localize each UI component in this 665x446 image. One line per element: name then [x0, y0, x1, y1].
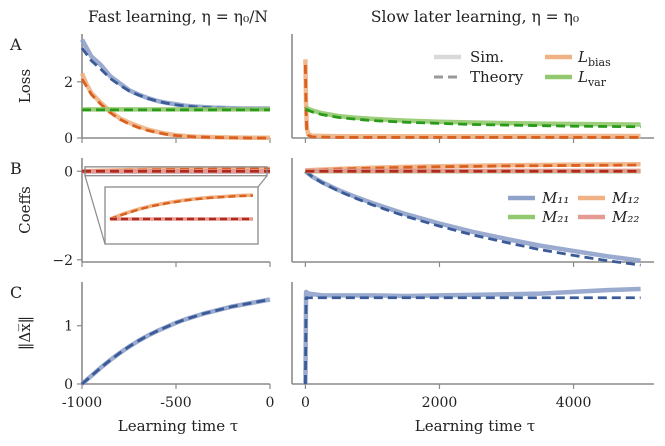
y-tick-label-c-left-0: 0 [64, 377, 73, 393]
x-axis-label-left: Learning time τ [118, 417, 238, 435]
panel-letter-c: C [10, 283, 22, 302]
series-c-left-sim-sim [80, 297, 271, 386]
series-a-right-l-bias-theory [304, 64, 641, 139]
y-tick-label-c-left-1: 1 [64, 319, 73, 335]
x-tick-label-c-right-1: 2000 [422, 395, 458, 411]
series-a-right-l-var-theory [304, 108, 641, 129]
y-tick-label-a-left-0: 0 [64, 131, 73, 147]
legend-label-theory: Theory [470, 68, 524, 86]
legend-label-m12: M₁₂ [611, 189, 639, 207]
legend-label-sim: Sim. [470, 48, 504, 66]
series-a-left-l-bias-theory [80, 78, 270, 140]
x-tick-label-c-right-0: 0 [301, 395, 310, 411]
series-a-left-sim-sim [80, 38, 270, 111]
x-tick-label-c-right-2: 4000 [556, 395, 592, 411]
inset-source-box [84, 166, 268, 177]
y-axis-label-b-left: Coeffs [16, 186, 34, 234]
series-c-left-theory-theory [81, 298, 271, 386]
inset-connector-left [84, 175, 106, 245]
legend-label-m22: M₂₂ [611, 208, 639, 226]
y-tick-label-b-left-1: 0 [64, 164, 73, 180]
col-title-left: Fast learning, η = η₀/N [88, 8, 268, 26]
legend-label-m21: M₂₁ [541, 208, 569, 226]
inset-series-m12-theory [109, 194, 254, 221]
series-c-right-theory-theory [304, 296, 641, 385]
col-title-right: Slow later learning, η = η₀ [371, 8, 579, 26]
series-b-right-m11-theory [304, 170, 641, 267]
panel-letter-b: B [10, 159, 22, 178]
x-tick-label-c-left-2: 0 [266, 395, 275, 411]
y-tick-label-a-left-1: 2 [64, 75, 73, 91]
y-axis-label-a-left: Loss [16, 69, 34, 103]
series-b-right-m11-sim [304, 169, 641, 263]
x-axis-label-right: Learning time τ [415, 417, 535, 435]
x-tick-label-c-left-1: -500 [160, 395, 191, 411]
panel-c-right: 0 2000 4000 [291, 282, 654, 411]
legend-label-m11: M₁₁ [541, 189, 569, 207]
x-tick-label-c-left-0: -1000 [62, 395, 102, 411]
series-c-right-sim-sim [303, 286, 641, 385]
panel-b-left: −2 0 Coeffs [16, 158, 271, 269]
panel-a-left: 0 2 Loss [16, 34, 271, 147]
y-axis-label-c-left: ‖Δx̅‖ [16, 316, 34, 350]
panel-letter-a: A [9, 35, 22, 54]
y-tick-label-b-left-0: −2 [52, 253, 73, 269]
panel-c-left: 0 1 ‖Δx̅‖ -1000 -500 0 [16, 282, 274, 411]
panel-b-right: M₁₁ M₁₂ M₂₁ M₂₂ [291, 158, 654, 267]
inset-connector-right [257, 175, 268, 188]
legend-label-l-bias: Lbias [577, 48, 611, 69]
legend-label-l-var: Lvar [577, 68, 607, 89]
series-a-right-l-var-sim [304, 105, 641, 127]
